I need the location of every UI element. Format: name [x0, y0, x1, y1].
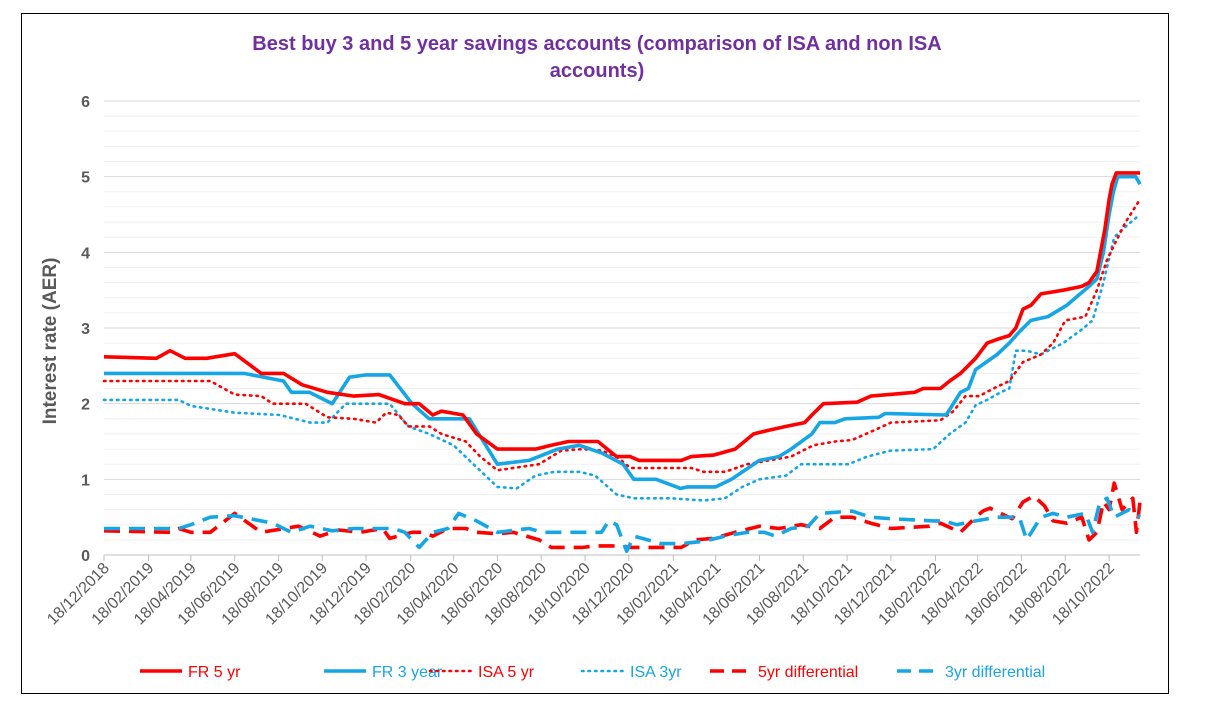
series-line-5yr-differential	[103, 481, 1142, 550]
y-axis-label: Interest rate (AER)	[40, 258, 61, 425]
legend-item: FR 5 yr	[140, 664, 241, 681]
legend-label: ISA 5 yr	[478, 664, 535, 681]
legend-item: ISA 3yr	[580, 664, 682, 681]
gridlines	[104, 100, 1140, 541]
legend-label: 5yr differential	[758, 664, 858, 681]
legend-label: FR 5 yr	[188, 664, 241, 681]
y-tick-label: 0	[81, 548, 90, 565]
y-tick-label: 1	[81, 472, 90, 489]
y-axis-ticks: 0 1 2 3 4 5 6	[81, 94, 90, 565]
y-tick-label: 3	[81, 321, 90, 338]
y-tick-label: 5	[81, 170, 90, 187]
line-chart: Best buy 3 and 5 year savings accounts (…	[40, 33, 1142, 681]
chart-frame: Best buy 3 and 5 year savings accounts (…	[21, 13, 1169, 694]
series-line-3yr-differential	[104, 496, 1142, 554]
plot-area	[102, 171, 1142, 554]
legend-item: 5yr differential	[710, 664, 858, 681]
y-tick-label: 2	[81, 397, 90, 414]
y-tick-label: 6	[81, 94, 90, 111]
chart-title: Best buy 3 and 5 year savings accounts (…	[252, 33, 941, 82]
series-line-isa-5-yr	[102, 198, 1142, 474]
series-line-fr-3-year	[104, 174, 1142, 491]
legend-item: FR 3 year	[324, 664, 443, 681]
legend-label: 3yr differential	[945, 664, 1045, 681]
series-line-fr-5-yr	[103, 171, 1140, 463]
y-tick-label: 4	[81, 245, 90, 262]
chart-title-line-2: accounts)	[550, 60, 644, 82]
legend-label: ISA 3yr	[630, 664, 682, 681]
legend-label: FR 3 year	[372, 664, 443, 681]
legend-item: 3yr differential	[897, 664, 1045, 681]
legend-item: ISA 5 yr	[428, 664, 535, 681]
chart-title-line-1: Best buy 3 and 5 year savings accounts (…	[252, 33, 941, 55]
legend: FR 5 yr FR 3 year ISA 5 yr ISA 3yr 5yr diffe…	[140, 664, 1045, 681]
x-axis: 18/12/201818/02/201918/04/201918/06/2019…	[44, 554, 1140, 628]
